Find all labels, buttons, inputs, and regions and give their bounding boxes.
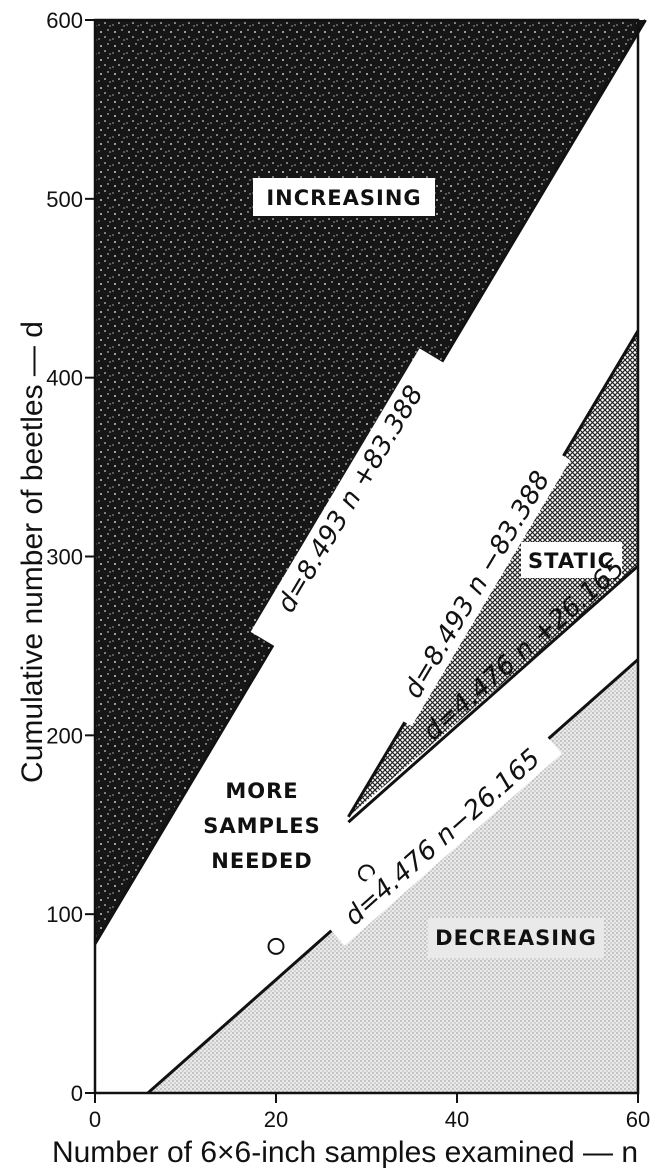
y-axis-title: Cumulative number of beetles — d: [16, 321, 49, 783]
region-label-static: STATIC: [521, 542, 622, 578]
more-samples-line-1: MORE: [225, 779, 298, 803]
y-tick-label: 400: [46, 366, 83, 391]
y-tick-label: 100: [46, 902, 83, 927]
y-tick-label: 600: [46, 8, 83, 33]
x-tick-label: 0: [89, 1107, 101, 1132]
y-tick-label: 300: [46, 545, 83, 570]
x-axis-title: Number of 6×6-inch samples examined — n: [52, 1136, 638, 1169]
y-tick-label: 0: [71, 1081, 83, 1106]
data-point: [267, 937, 285, 955]
axis-ticks: 0 100 200 300 400 500 600 0 20 40 60: [46, 8, 650, 1132]
decreasing-label: DECREASING: [435, 926, 597, 950]
region-label-decreasing: DECREASING: [428, 918, 604, 958]
line-upper-decrease: [347, 564, 639, 824]
x-tick-label: 20: [264, 1107, 288, 1132]
x-tick-label: 60: [626, 1107, 650, 1132]
data-point: [358, 864, 375, 882]
y-tick-label: 200: [46, 723, 83, 748]
increasing-label: INCREASING: [266, 186, 421, 210]
x-tick-label: 40: [445, 1107, 469, 1132]
more-samples-line-2: SAMPLES: [203, 814, 321, 838]
more-samples-line-3: NEEDED: [211, 849, 312, 873]
y-tick-label: 500: [46, 187, 83, 212]
static-label: STATIC: [528, 549, 614, 573]
region-label-more-samples: MORE SAMPLES NEEDED: [203, 779, 321, 873]
region-label-increasing: INCREASING: [253, 178, 435, 216]
